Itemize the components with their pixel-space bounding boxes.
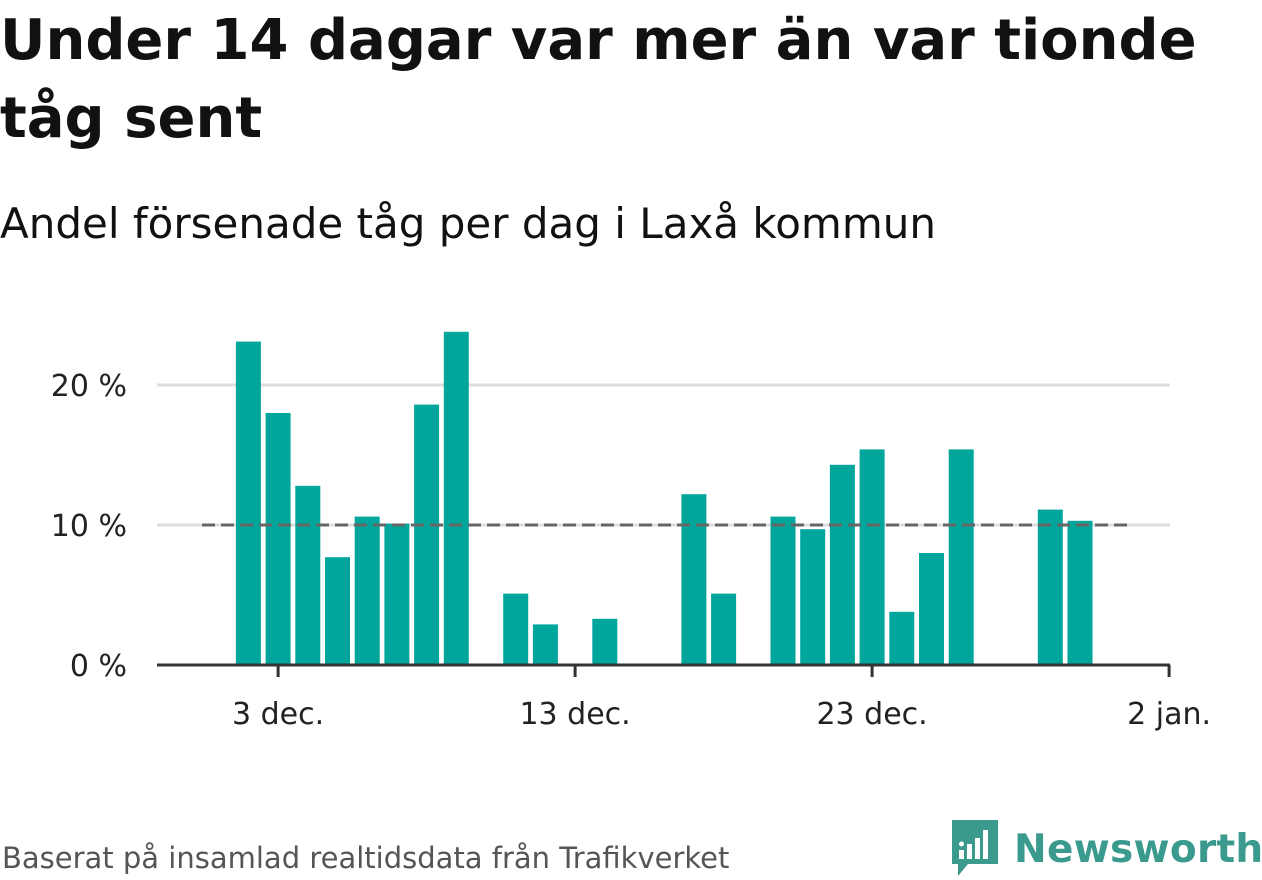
y-tick-label: 0 % [70,649,127,684]
bars [235,331,1093,665]
bar [235,341,261,665]
x-tick-label: 2 jan. [1127,697,1211,732]
y-axis-labels: 0 % 10 % 20 % [51,369,127,684]
bar [829,464,855,665]
y-tick-label: 10 % [51,509,127,544]
brand-name: Newsworthy [1014,826,1262,872]
bar [443,331,469,665]
chart-subtitle: Andel försenade tåg per dag i Laxå kommu… [0,199,936,248]
bar [265,413,291,665]
x-axis: 3 dec. 13 dec. 23 dec. 2 jan. [157,663,1211,732]
bar [354,516,380,665]
chart-title: Under 14 dagar var mer än var tionde tåg… [0,8,1197,151]
bar [711,593,737,665]
bar [1067,520,1093,665]
newsworthy-logo: Newsworthy [950,818,1262,880]
bar [384,523,410,665]
newsworthy-logo-icon [952,820,998,876]
bar [681,494,707,665]
bar [948,449,974,665]
bar [859,449,885,665]
source-note: Baserat på insamlad realtidsdata från Tr… [2,841,730,875]
bar [800,529,826,665]
x-tick-label: 13 dec. [519,697,630,732]
bar [503,593,529,665]
bar [295,485,321,665]
x-tick-label: 23 dec. [816,697,927,732]
bar [1037,509,1063,665]
bar [414,404,440,665]
bar [919,553,944,665]
bar [770,516,796,665]
bar [889,611,915,665]
bar [592,618,618,665]
bar [325,557,350,665]
x-tick-label: 3 dec. [232,697,324,732]
y-tick-label: 20 % [51,369,127,404]
bar [532,624,558,665]
